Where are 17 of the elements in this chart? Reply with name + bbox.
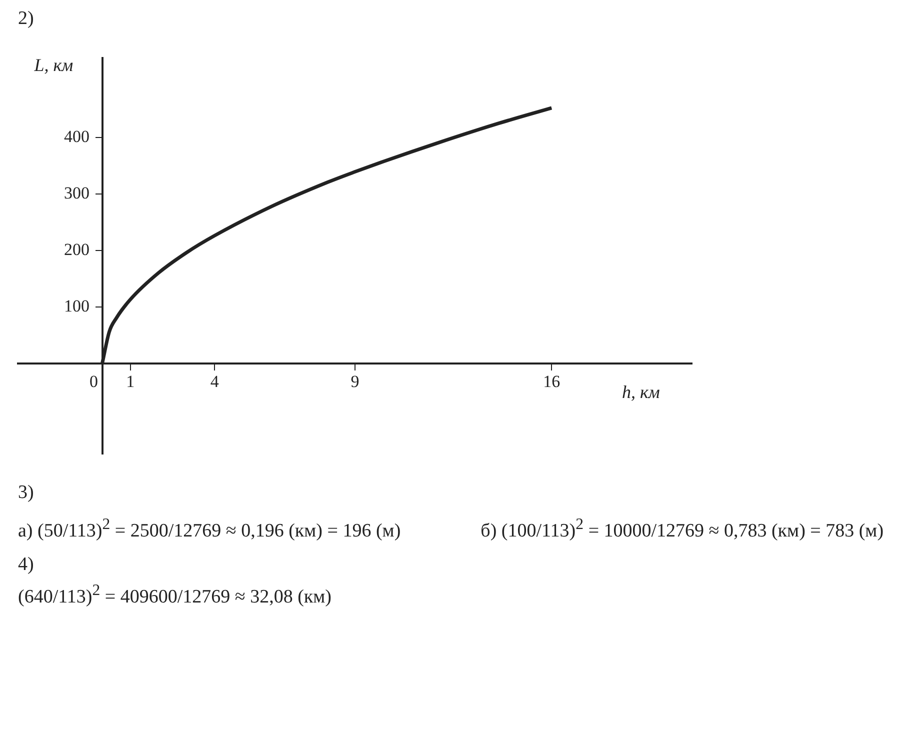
x-axis-title: h, км [622, 382, 660, 402]
y-tick-label: 200 [64, 240, 102, 259]
y-tick-label: 400 [64, 126, 102, 146]
x-tick-label: 16 [543, 372, 560, 392]
x-tick-label: 4 [210, 372, 220, 392]
y-tick-label: 100 [64, 296, 102, 316]
text: 4) [18, 554, 35, 576]
y-tick-label: 300 [64, 183, 102, 202]
text: (640/113)$^{2}$ = 409600/12769 ≈ 32,08 (км) [18, 582, 332, 609]
text: а) (50/113)$^{2}$ = 2500/12769 ≈ 0,196 (км) = 196 (м) [18, 516, 401, 542]
x-tick-label: 0 [90, 372, 115, 392]
text: 2) [18, 8, 35, 30]
text: б) (100/113)$^{2}$ = 10000/12769 ≈ 0,783 (км) = 783 (м) [480, 516, 884, 542]
x-tick-label: 9 [350, 372, 360, 392]
y-axis-title: L, км [33, 54, 74, 75]
text: 3) [18, 482, 35, 504]
x-tick-label: 1 [126, 372, 135, 392]
